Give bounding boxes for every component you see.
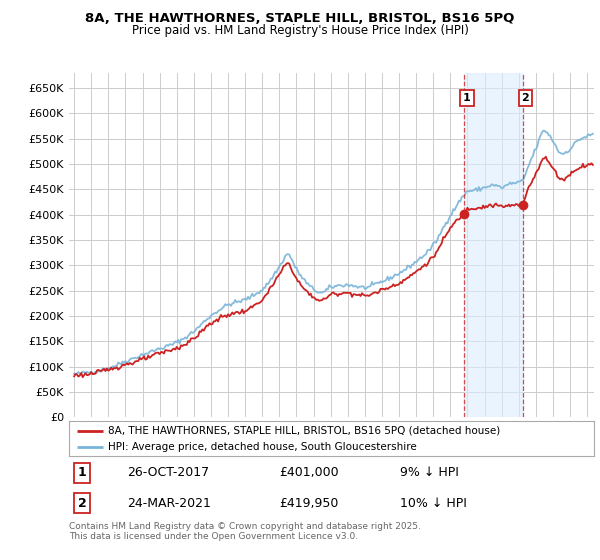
- Text: £419,950: £419,950: [279, 497, 338, 510]
- Text: Price paid vs. HM Land Registry's House Price Index (HPI): Price paid vs. HM Land Registry's House …: [131, 24, 469, 37]
- Text: HPI: Average price, detached house, South Gloucestershire: HPI: Average price, detached house, Sout…: [109, 442, 417, 452]
- Text: 2: 2: [78, 497, 86, 510]
- Text: £401,000: £401,000: [279, 466, 338, 479]
- Text: 1: 1: [78, 466, 86, 479]
- Text: Contains HM Land Registry data © Crown copyright and database right 2025.
This d: Contains HM Land Registry data © Crown c…: [69, 522, 421, 542]
- Text: 8A, THE HAWTHORNES, STAPLE HILL, BRISTOL, BS16 5PQ: 8A, THE HAWTHORNES, STAPLE HILL, BRISTOL…: [85, 12, 515, 25]
- Text: 9% ↓ HPI: 9% ↓ HPI: [400, 466, 458, 479]
- Text: 2: 2: [521, 93, 529, 103]
- Text: 24-MAR-2021: 24-MAR-2021: [127, 497, 211, 510]
- Text: 1: 1: [463, 93, 471, 103]
- Text: 26-OCT-2017: 26-OCT-2017: [127, 466, 209, 479]
- Bar: [464, 73, 523, 417]
- Text: 8A, THE HAWTHORNES, STAPLE HILL, BRISTOL, BS16 5PQ (detached house): 8A, THE HAWTHORNES, STAPLE HILL, BRISTOL…: [109, 426, 500, 436]
- Text: 10% ↓ HPI: 10% ↓ HPI: [400, 497, 467, 510]
